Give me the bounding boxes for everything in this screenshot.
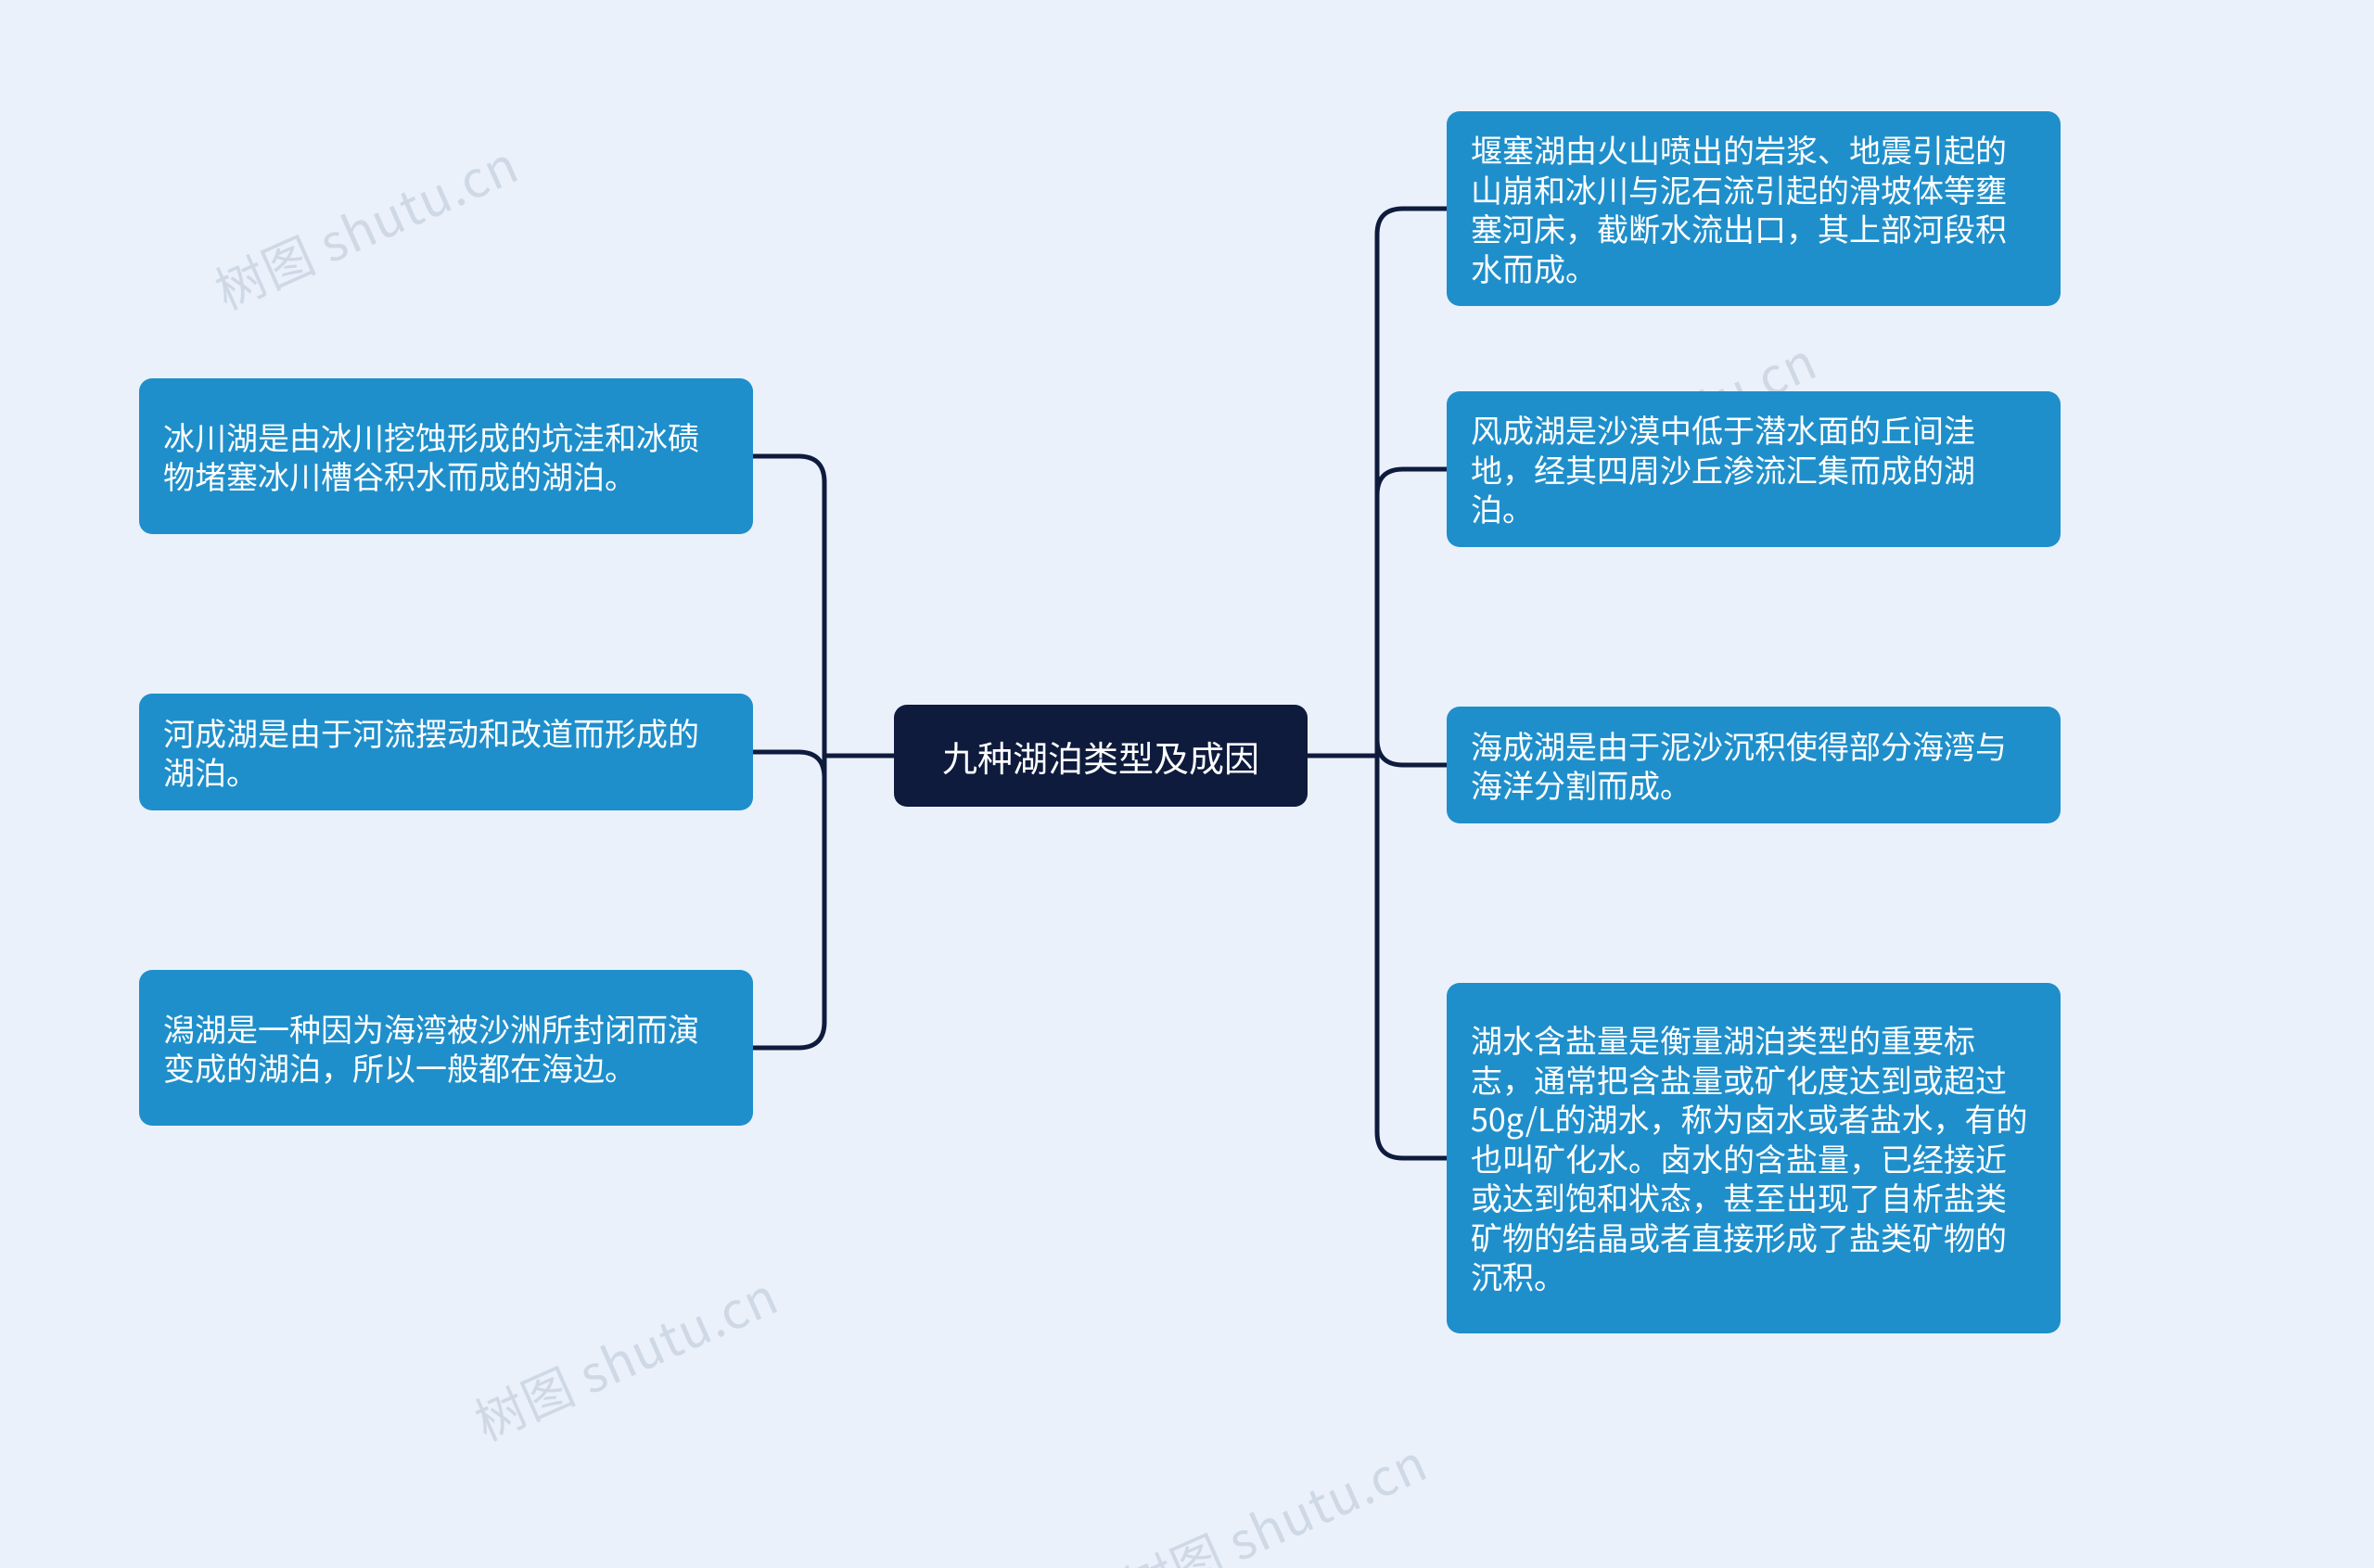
center-node-text: 九种湖泊类型及成因	[894, 731, 1308, 782]
right-node: 湖水含盐量是衡量湖泊类型的重要标志，通常把含盐量或矿化度达到或超过50g/L的湖…	[1447, 983, 2061, 1333]
right-node: 风成湖是沙漠中低于潜水面的丘间洼地，经其四周沙丘渗流汇集而成的湖泊。	[1447, 391, 2061, 547]
right-node: 堰塞湖由火山喷出的岩浆、地震引起的山崩和冰川与泥石流引起的滑坡体等壅塞河床，截断…	[1447, 111, 2061, 306]
left-node: 河成湖是由于河流摆动和改道而形成的湖泊。	[139, 694, 753, 810]
center-node: 九种湖泊类型及成因	[894, 705, 1308, 807]
left-node-text: 河成湖是由于河流摆动和改道而形成的湖泊。	[163, 713, 729, 792]
left-node-text: 潟湖是一种因为海湾被沙洲所封闭而演变成的湖泊，所以一般都在海边。	[163, 1009, 729, 1088]
right-node-text: 海成湖是由于泥沙沉积使得部分海湾与海洋分割而成。	[1471, 726, 2036, 805]
left-node: 冰川湖是由冰川挖蚀形成的坑洼和冰碛物堵塞冰川槽谷积水而成的湖泊。	[139, 378, 753, 534]
connector-right	[1308, 172, 1447, 1195]
right-node: 海成湖是由于泥沙沉积使得部分海湾与海洋分割而成。	[1447, 707, 2061, 823]
left-node: 潟湖是一种因为海湾被沙洲所封闭而演变成的湖泊，所以一般都在海边。	[139, 970, 753, 1126]
right-node-text: 风成湖是沙漠中低于潜水面的丘间洼地，经其四周沙丘渗流汇集而成的湖泊。	[1471, 410, 2036, 529]
right-node-text: 湖水含盐量是衡量湖泊类型的重要标志，通常把含盐量或矿化度达到或超过50g/L的湖…	[1471, 1020, 2036, 1296]
connector-left	[753, 419, 894, 1085]
right-node-text: 堰塞湖由火山喷出的岩浆、地震引起的山崩和冰川与泥石流引起的滑坡体等壅塞河床，截断…	[1471, 130, 2036, 287]
left-node-text: 冰川湖是由冰川挖蚀形成的坑洼和冰碛物堵塞冰川槽谷积水而成的湖泊。	[163, 417, 729, 496]
